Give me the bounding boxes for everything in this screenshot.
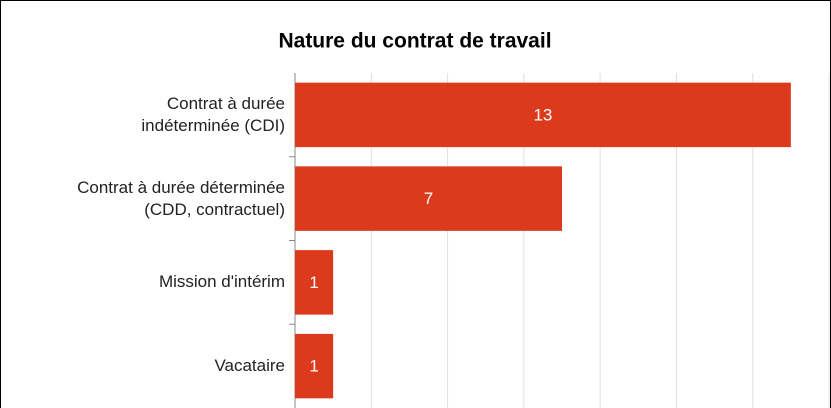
value-label: 1 <box>309 273 318 292</box>
category-label: Contrat à durée déterminée (CDD, contrac… <box>77 177 285 219</box>
category-label: Contrat à durée indéterminée (CDI) <box>141 93 285 135</box>
bar <box>295 166 562 231</box>
bar <box>295 250 334 315</box>
category-label: Mission d'intérim <box>158 272 285 292</box>
value-label: 7 <box>424 189 433 208</box>
bar <box>295 333 334 399</box>
value-label: 13 <box>533 105 552 124</box>
value-label: 1 <box>309 357 318 376</box>
chart-title: Nature du contrat de travail <box>278 30 551 53</box>
bar <box>295 82 791 148</box>
category-label: Vacataire <box>214 356 285 376</box>
